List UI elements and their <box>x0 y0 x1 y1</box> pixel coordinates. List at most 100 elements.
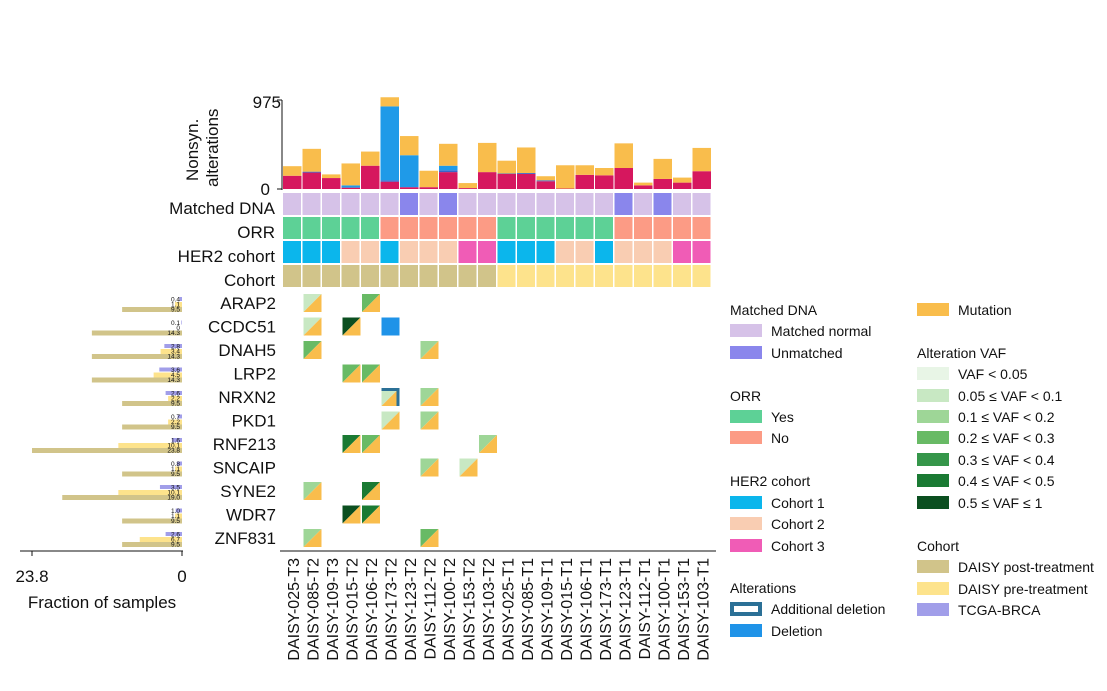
track-her2-cohort-daisy-123-t2 <box>400 241 418 263</box>
track-cohort-daisy-106-t1 <box>576 265 594 287</box>
legend-title-matched-dna: Matched DNA <box>730 302 818 318</box>
side-bar-value-dnah5-daisy-post-treatment: 14.3 <box>167 354 180 361</box>
top-bar-crimson-daisy-112-t2 <box>420 187 439 189</box>
top-bar-light-blue-daisy-173-t2 <box>381 106 400 180</box>
track-her2-cohort-daisy-085-t1 <box>517 241 535 263</box>
track-cohort-daisy-100-t2 <box>439 265 457 287</box>
track-orr-daisy-025-t3 <box>283 217 301 239</box>
gene-label-lrp2: LRP2 <box>233 365 276 384</box>
track-matched-dna-daisy-109-t3 <box>322 193 340 215</box>
track-matched-dna-daisy-123-t1 <box>615 193 633 215</box>
track-orr-daisy-085-t1 <box>517 217 535 239</box>
track-orr-daisy-153-t1 <box>673 217 691 239</box>
top-bar-crimson-daisy-100-t1 <box>654 179 673 189</box>
legend-swatch-vaf-1 <box>917 389 949 402</box>
track-cohort-daisy-015-t1 <box>556 265 574 287</box>
legend-swatch-vaf-0 <box>917 367 949 380</box>
track-orr-daisy-015-t1 <box>556 217 574 239</box>
sample-label-daisy-106-t2: DAISY-106-T2 <box>364 558 381 661</box>
top-bar-light-blue-daisy-015-t2 <box>342 185 361 187</box>
track-matched-dna-daisy-106-t2 <box>361 193 379 215</box>
gene-label-znf831: ZNF831 <box>215 529 276 548</box>
track-orr-daisy-100-t2 <box>439 217 457 239</box>
side-bar-axis: 23.8 0 Fraction of samples <box>15 567 186 612</box>
track-matched-dna-daisy-103-t1 <box>693 193 711 215</box>
top-bar-dark-blue-daisy-173-t2 <box>381 180 400 181</box>
track-orr-daisy-123-t1 <box>615 217 633 239</box>
top-bar-crimson-daisy-100-t2 <box>439 172 458 189</box>
top-bar-crimson-daisy-153-t2 <box>459 188 478 189</box>
sample-label-daisy-112-t2: DAISY-112-T2 <box>422 558 439 659</box>
track-orr-daisy-103-t1 <box>693 217 711 239</box>
sample-label-daisy-085-t2: DAISY-085-T2 <box>305 558 322 661</box>
track-orr-daisy-106-t2 <box>361 217 379 239</box>
annotation-tracks <box>283 193 711 287</box>
sample-label-daisy-103-t2: DAISY-103-T2 <box>481 558 498 661</box>
legend-label-cohort-1: Cohort 1 <box>771 495 825 511</box>
track-cohort-daisy-015-t2 <box>342 265 360 287</box>
track-her2-cohort-daisy-106-t1 <box>576 241 594 263</box>
top-bar-light-blue-daisy-123-t2 <box>400 155 419 187</box>
top-bar-dark-blue-daisy-085-t2 <box>303 172 322 173</box>
side-bar-rnf213-daisy-post-treatment <box>32 448 182 453</box>
track-cohort-daisy-112-t1 <box>634 265 652 287</box>
oncoprint-figure: 975 0 Nonsyn. alterations Matched DNA OR… <box>0 0 1107 691</box>
track-orr-daisy-109-t1 <box>537 217 555 239</box>
track-cohort-daisy-123-t2 <box>400 265 418 287</box>
track-matched-dna-daisy-173-t1 <box>595 193 613 215</box>
legend-label-additional-deletion: Additional deletion <box>771 601 885 617</box>
legend-swatch-vaf-4 <box>917 453 949 466</box>
track-label-her2-cohort: HER2 cohort <box>178 247 276 266</box>
track-orr-daisy-100-t1 <box>654 217 672 239</box>
side-axis-tick-min: 0 <box>177 567 186 586</box>
top-bar-crimson-daisy-085-t2 <box>303 173 322 189</box>
legend-swatch-tcga-brca <box>917 603 949 616</box>
legend-label-vaf-4: 0.3 ≤ VAF < 0.4 <box>958 452 1055 468</box>
side-bar-syne2-daisy-post-treatment <box>62 495 182 500</box>
track-cohort-daisy-109-t3 <box>322 265 340 287</box>
track-cohort-daisy-173-t2 <box>381 265 399 287</box>
top-bar-orange-daisy-153-t2 <box>459 183 478 188</box>
track-cohort-daisy-085-t2 <box>303 265 321 287</box>
track-cohort-daisy-100-t1 <box>654 265 672 287</box>
side-axis-tick-max: 23.8 <box>15 567 48 586</box>
top-bar-crimson-daisy-106-t1 <box>576 175 595 189</box>
legend-swatch-unmatched <box>730 346 762 359</box>
top-bar-crimson-daisy-112-t1 <box>634 185 653 189</box>
track-orr-daisy-173-t2 <box>381 217 399 239</box>
top-bar-crimson-daisy-123-t1 <box>615 168 634 189</box>
legend-swatch-additional-deletion <box>732 604 760 614</box>
top-bar-light-blue-daisy-100-t2 <box>439 166 458 171</box>
top-bar-orange-daisy-103-t1 <box>693 148 712 171</box>
legend-label-vaf-1: 0.05 ≤ VAF < 0.1 <box>958 388 1063 404</box>
top-bar-crimson-daisy-025-t1 <box>498 174 517 189</box>
legend-title-cohort: Cohort <box>917 538 959 554</box>
track-matched-dna-daisy-112-t1 <box>634 193 652 215</box>
gene-label-arap2: ARAP2 <box>220 294 276 313</box>
track-orr-daisy-025-t1 <box>498 217 516 239</box>
top-bar-crimson-daisy-025-t3 <box>283 176 302 189</box>
top-bar-crimson-daisy-123-t2 <box>400 187 419 189</box>
gene-label-ccdc51: CCDC51 <box>208 318 276 337</box>
track-matched-dna-daisy-100-t2 <box>439 193 457 215</box>
track-cohort-daisy-153-t1 <box>673 265 691 287</box>
side-bar-value-pkd1-daisy-post-treatment: 9.5 <box>171 424 180 431</box>
track-label-matched-dna: Matched DNA <box>169 199 275 218</box>
track-label-cohort: Cohort <box>224 271 275 290</box>
track-cohort-daisy-112-t2 <box>420 265 438 287</box>
legend-title-alterations: Alterations <box>730 580 796 596</box>
side-bar-value-rnf213-daisy-post-treatment: 23.8 <box>167 448 180 455</box>
legend-swatch-vaf-6 <box>917 496 949 509</box>
track-her2-cohort-daisy-103-t2 <box>478 241 496 263</box>
legend-label-mutation: Mutation <box>958 302 1012 318</box>
track-cohort-daisy-085-t1 <box>517 265 535 287</box>
sample-label-daisy-109-t3: DAISY-109-T3 <box>325 558 342 661</box>
track-cohort-daisy-103-t1 <box>693 265 711 287</box>
top-bar-crimson-daisy-106-t2 <box>361 166 380 189</box>
top-axis-label-line1: Nonsyn. <box>183 119 202 181</box>
legend-label-daisy-post: DAISY post-treatment <box>958 559 1094 575</box>
legend-swatch-cohort-3 <box>730 539 762 552</box>
sample-label-daisy-015-t2: DAISY-015-T2 <box>344 558 361 661</box>
legend-label-vaf-5: 0.4 ≤ VAF < 0.5 <box>958 473 1055 489</box>
sample-label-daisy-153-t1: DAISY-153-T1 <box>676 558 693 661</box>
